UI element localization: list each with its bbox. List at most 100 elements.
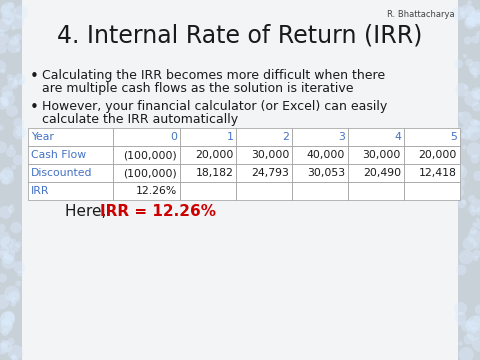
Circle shape (0, 18, 11, 32)
Circle shape (470, 67, 478, 75)
Circle shape (455, 312, 467, 324)
Circle shape (14, 33, 22, 41)
Text: 30,000: 30,000 (251, 150, 289, 160)
Circle shape (472, 222, 477, 227)
Circle shape (13, 118, 24, 129)
Bar (292, 182, 348, 200)
Circle shape (0, 141, 7, 153)
Circle shape (470, 210, 476, 216)
Circle shape (2, 177, 9, 185)
Text: (100,000): (100,000) (123, 150, 177, 160)
Circle shape (0, 312, 15, 327)
Circle shape (10, 243, 20, 253)
Bar (348, 146, 404, 164)
Circle shape (472, 250, 480, 258)
Bar (113, 146, 180, 164)
Circle shape (462, 124, 471, 133)
Bar (236, 128, 292, 146)
Circle shape (461, 199, 467, 204)
Circle shape (454, 163, 464, 174)
Bar (404, 182, 460, 200)
Bar (348, 164, 404, 182)
Circle shape (471, 328, 476, 333)
Circle shape (1, 255, 15, 269)
Circle shape (476, 221, 480, 229)
Circle shape (11, 296, 16, 301)
Circle shape (474, 243, 480, 249)
Circle shape (463, 54, 467, 58)
Circle shape (7, 77, 17, 87)
Bar (180, 146, 236, 164)
Circle shape (474, 120, 480, 126)
Circle shape (5, 311, 15, 321)
Bar (113, 128, 180, 146)
Circle shape (0, 245, 9, 256)
Text: Calculating the IRR becomes more difficult when there: Calculating the IRR becomes more difficu… (42, 69, 385, 82)
Circle shape (461, 130, 471, 140)
Circle shape (8, 206, 14, 213)
Circle shape (473, 73, 478, 78)
Text: IRR: IRR (31, 186, 49, 196)
Bar (236, 182, 292, 200)
Circle shape (1, 167, 13, 179)
Bar (292, 128, 348, 146)
Bar (28, 146, 113, 164)
Circle shape (457, 112, 463, 117)
Circle shape (464, 334, 474, 345)
Circle shape (471, 36, 480, 44)
Circle shape (459, 250, 473, 264)
Circle shape (10, 301, 16, 307)
Text: 4. Internal Rate of Return (IRR): 4. Internal Rate of Return (IRR) (57, 24, 423, 48)
Circle shape (13, 73, 25, 85)
Circle shape (471, 9, 480, 24)
Circle shape (13, 155, 23, 165)
Circle shape (461, 11, 465, 15)
Bar (348, 182, 404, 200)
Circle shape (13, 261, 25, 273)
Circle shape (0, 319, 12, 334)
Circle shape (455, 60, 463, 68)
Circle shape (11, 26, 16, 31)
Circle shape (15, 242, 22, 248)
Circle shape (473, 315, 480, 325)
Bar (0, 0, 22, 360)
Circle shape (464, 91, 480, 107)
Circle shape (470, 227, 477, 234)
Circle shape (474, 323, 480, 331)
Circle shape (476, 218, 480, 222)
Circle shape (470, 154, 480, 163)
Bar (180, 128, 236, 146)
Text: •: • (30, 69, 39, 84)
Circle shape (466, 17, 474, 26)
Text: 24,793: 24,793 (252, 168, 289, 178)
Bar (404, 146, 460, 164)
Text: 30,000: 30,000 (363, 150, 401, 160)
Text: 5: 5 (450, 132, 457, 142)
Text: •: • (30, 100, 39, 115)
Circle shape (0, 319, 13, 331)
Text: 4: 4 (394, 132, 401, 142)
Circle shape (463, 237, 476, 251)
Circle shape (468, 11, 480, 27)
Circle shape (13, 126, 26, 140)
Bar (180, 182, 236, 200)
Circle shape (476, 207, 480, 216)
Circle shape (468, 230, 480, 245)
Circle shape (0, 42, 7, 54)
Circle shape (467, 315, 480, 330)
Circle shape (7, 2, 14, 9)
Text: Here,: Here, (65, 204, 111, 220)
Circle shape (19, 79, 25, 85)
Text: 18,182: 18,182 (195, 168, 233, 178)
Circle shape (468, 61, 480, 76)
Circle shape (12, 165, 16, 170)
Circle shape (13, 80, 19, 85)
Circle shape (0, 341, 12, 352)
Circle shape (462, 145, 467, 149)
Circle shape (8, 291, 20, 303)
Circle shape (464, 17, 477, 29)
Circle shape (0, 172, 4, 179)
Bar (28, 182, 113, 200)
Bar (458, 0, 480, 360)
Circle shape (14, 5, 28, 19)
